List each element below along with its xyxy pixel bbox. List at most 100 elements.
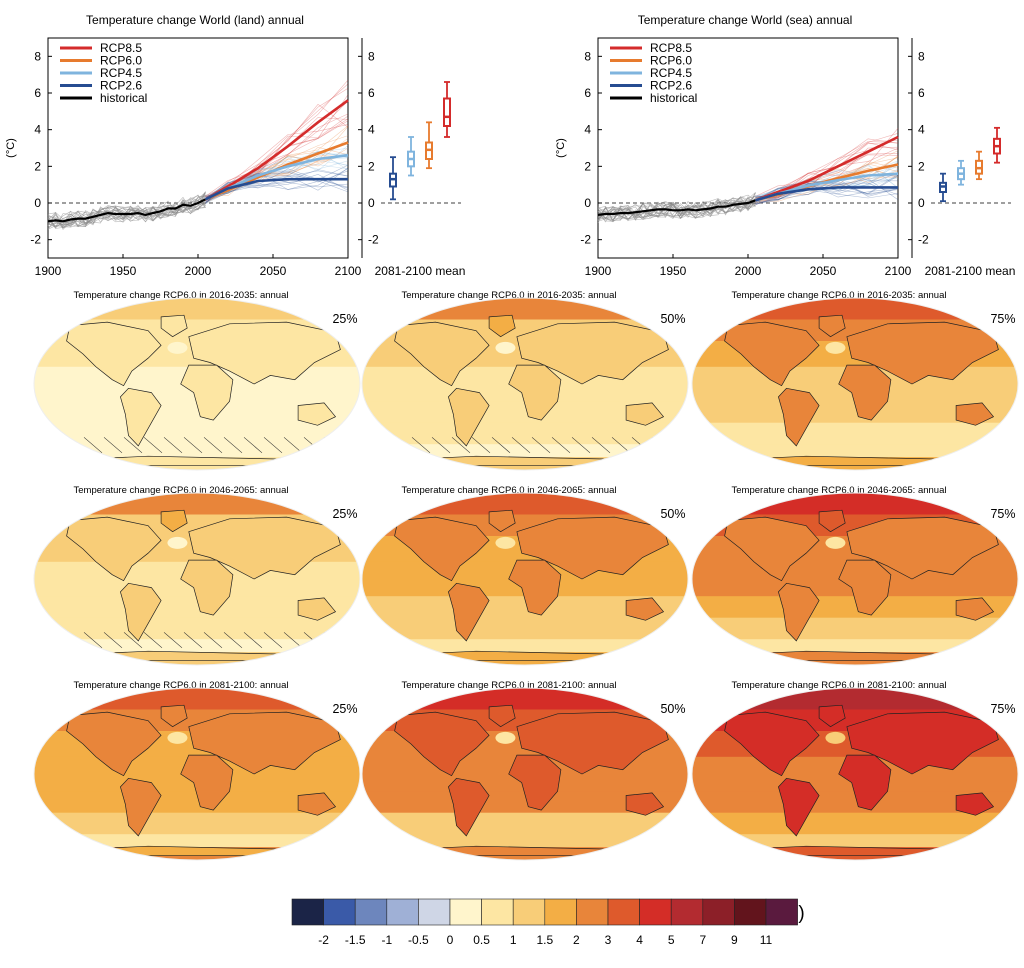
map-body	[34, 688, 360, 860]
map-hatch-line	[143, 437, 163, 454]
sea-x-tick-label: 1900	[585, 264, 612, 278]
land-y-axis-label: (°C)	[5, 138, 17, 158]
land-legend-label: RCP8.5	[100, 41, 142, 55]
map-north-atlantic-cool-spot	[167, 731, 188, 744]
land-x-tick-label: 1950	[110, 264, 137, 278]
map-latitude-band	[692, 639, 1018, 653]
sea-y-tick-label: 4	[584, 123, 591, 137]
map-panel: Temperature change RCP6.0 in 2046-2065: …	[361, 485, 689, 666]
sea-y-tick-label: -2	[580, 233, 591, 247]
map-continent-europe-asia	[516, 321, 669, 385]
land-timeseries-panel: Temperature change World (land) annual (…	[5, 13, 465, 278]
colorbar-tick-label: 1.5	[536, 933, 553, 947]
map-continent-greenland	[818, 704, 846, 728]
land-right-y-tick-label: 6	[368, 86, 375, 100]
land-historical-ensemble-member	[47, 194, 206, 225]
map-percentile: 25%	[332, 507, 357, 521]
sea-legend-label: RCP8.5	[650, 41, 692, 55]
map-north-atlantic-cool-spot	[495, 536, 516, 549]
map-continent-north-america	[66, 516, 162, 582]
map-continent-south-america	[120, 387, 162, 447]
map-latitude-band	[34, 298, 360, 320]
map-body	[362, 493, 688, 665]
land-series-line-rcp26	[204, 177, 348, 201]
map-latitude-band	[362, 401, 688, 424]
land-ensemble-member	[205, 145, 349, 200]
colorbar-swatch	[354, 898, 388, 926]
map-body	[692, 688, 1018, 860]
map-latitude-band	[692, 401, 1018, 424]
map-continent-australia	[625, 792, 665, 816]
sea-y-tick-label: 8	[584, 49, 591, 63]
sea-plot-frame	[597, 37, 899, 259]
map-hatch-line	[451, 437, 471, 454]
sea-ensemble-member	[755, 164, 899, 202]
map-panel: Temperature change RCP6.0 in 2046-2065: …	[33, 485, 361, 666]
colorbar-tick-label: -1	[381, 933, 392, 947]
sea-legend-label: historical	[650, 91, 697, 105]
sea-panel-title: Temperature change World (sea) annual	[638, 13, 853, 27]
map-continent-north-america	[66, 711, 162, 777]
map-body	[34, 298, 360, 470]
map-latitude-band	[362, 298, 688, 320]
sea-right-y-tick-label: 2	[918, 159, 925, 173]
map-hatch-line	[223, 632, 243, 649]
land-ensemble-member	[205, 170, 349, 199]
map-north-atlantic-cool-spot	[167, 341, 188, 354]
map-north-atlantic-cool-spot	[825, 536, 846, 549]
colorbar-tick-label: 0	[447, 933, 454, 947]
map-latitude-band	[362, 596, 688, 619]
map-percentile: 50%	[660, 507, 685, 521]
land-x-tick-label: 2000	[185, 264, 212, 278]
map-percentile: 75%	[990, 702, 1015, 716]
land-ensemble-member	[205, 118, 349, 202]
map-title: Temperature change RCP6.0 in 2016-2035: …	[74, 290, 289, 301]
sea-historical-ensemble-member	[597, 196, 756, 221]
land-ensemble-member	[205, 169, 349, 200]
map-latitude-band	[692, 834, 1018, 848]
land-boxplot-label: 2081-2100 mean	[375, 264, 466, 278]
map-latitude-band	[362, 834, 688, 848]
map-hatch-line	[471, 437, 491, 454]
sea-x-tick-label: 1950	[660, 264, 687, 278]
map-continent-europe-asia	[516, 711, 669, 775]
land-ensemble-member	[205, 126, 349, 201]
map-latitude-band	[362, 444, 688, 458]
colorbar-tick-label: 11	[760, 933, 773, 947]
sea-timeseries-panel: Temperature change World (sea) annual (°…	[555, 13, 1015, 278]
map-latitude-band	[692, 444, 1018, 458]
map-continent-north-america	[394, 321, 490, 387]
colorbar-swatch	[734, 898, 767, 926]
land-series-line-historical	[47, 198, 206, 223]
land-ensemble-member	[205, 156, 349, 204]
map-latitude-band	[692, 688, 1018, 710]
map-title: Temperature change RCP6.0 in 2081-2100: …	[732, 680, 947, 691]
map-outline	[361, 492, 689, 666]
colorbar-tick-label: 3	[605, 933, 612, 947]
land-historical-ensemble-member	[47, 191, 206, 229]
land-y-tick-label: 8	[34, 49, 41, 63]
colorbar-tick-label: -2	[318, 933, 329, 947]
map-continent-africa	[180, 559, 234, 616]
colorbar-swatch	[607, 898, 640, 926]
map-continent-greenland	[488, 704, 516, 728]
sea-ensemble-member	[755, 172, 899, 203]
map-continent-europe-asia	[188, 321, 341, 385]
map-latitude-band	[362, 493, 688, 515]
map-hatch-line	[323, 437, 343, 454]
colorbar-swatch	[386, 898, 419, 926]
map-continent-south-america	[448, 777, 490, 837]
map-latitude-band	[34, 401, 360, 424]
map-body	[692, 298, 1018, 470]
map-title: Temperature change RCP6.0 in 2016-2035: …	[732, 290, 947, 301]
sea-ensemble-member	[755, 147, 899, 199]
map-hatch-line	[611, 437, 631, 454]
map-title: Temperature change RCP6.0 in 2016-2035: …	[402, 290, 617, 301]
map-hatch-line	[243, 437, 263, 454]
map-latitude-band	[34, 791, 360, 814]
map-continent-south-america	[120, 582, 162, 642]
colorbar-swatch	[639, 898, 672, 926]
map-panel: Temperature change RCP6.0 in 2081-2100: …	[691, 680, 1019, 861]
land-y-tick-label: -2	[30, 233, 41, 247]
